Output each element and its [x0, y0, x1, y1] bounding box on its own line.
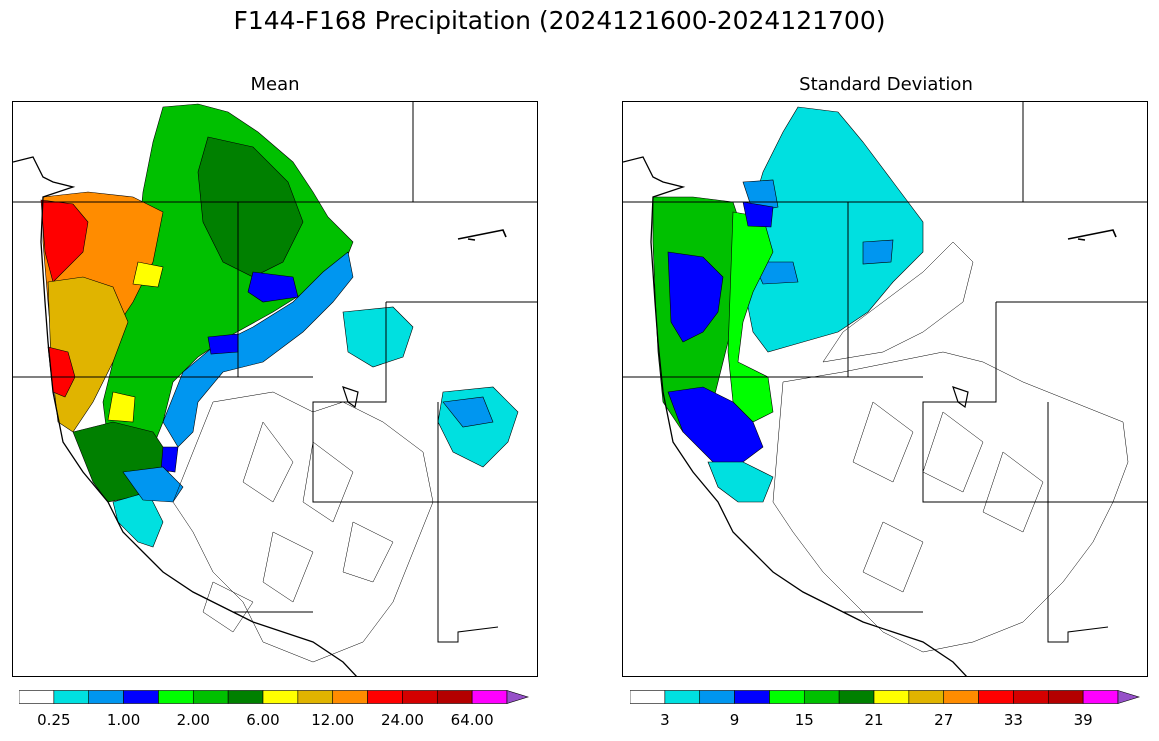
- sd-coastline: [623, 156, 968, 676]
- sd-region-cyan-south: [707, 461, 774, 503]
- sd-basin-outlines: [772, 241, 1129, 653]
- mean-colorbar-swatch: [262, 690, 299, 704]
- mean-region-wa-coast: [40, 199, 89, 283]
- mean-lake-superior: [457, 229, 507, 241]
- sd-region-coast-blue: [667, 201, 774, 468]
- mean-region-yellow: [107, 261, 164, 423]
- sd-borders: [623, 102, 1147, 643]
- sd-colorbar-swatch: [734, 690, 770, 704]
- sd-colorbar-swatch: [699, 690, 735, 704]
- mean-map: [13, 102, 537, 676]
- mean-colorbar-tick-label: 6.00: [246, 711, 280, 729]
- mean-colorbar-swatch: [227, 690, 264, 704]
- mean-colorbar-labels: 0.25 1.00 2.00 6.00 12.00 24.00 64.00: [19, 711, 529, 731]
- sd-colorbar-swatch: [630, 690, 666, 704]
- mean-region-blue-ca: [122, 396, 494, 503]
- sd-colorbar-tick-label: 21: [864, 711, 884, 729]
- mean-panel-title: Mean: [250, 74, 300, 95]
- mean-coastline: [13, 156, 358, 676]
- sd-colorbar-swatch: [1082, 690, 1119, 704]
- sd-colorbar-labels: 3 9 15 21 27 33 39: [630, 711, 1140, 731]
- mean-colorbar: [19, 690, 529, 704]
- sd-region-interior-cyan: [742, 106, 924, 353]
- sd-colorbar-swatch: [978, 690, 1014, 704]
- sd-colorbar-swatch: [664, 690, 701, 704]
- mean-region-idaho-green: [197, 136, 304, 278]
- sd-colorbar-tick-label: 33: [1003, 711, 1023, 729]
- mean-colorbar-swatch: [123, 690, 159, 704]
- sd-colorbar-tick-label: 27: [934, 711, 954, 729]
- sd-region-bright-green: [727, 211, 774, 423]
- sd-panel-title: Standard Deviation: [799, 74, 973, 95]
- sd-colorbar-tick-label: 15: [794, 711, 814, 729]
- mean-map-panel: [12, 101, 538, 677]
- sd-great-salt-lake: [952, 386, 969, 409]
- sd-map-panel: [622, 101, 1148, 677]
- sd-colorbar-swatch: [1117, 690, 1140, 704]
- sd-colorbar-swatch: [873, 690, 910, 704]
- sd-lake-superior: [1067, 229, 1117, 241]
- sd-colorbar: [630, 690, 1140, 704]
- mean-colorbar-swatch: [402, 690, 438, 704]
- sd-colorbar-tick-label: 39: [1073, 711, 1093, 729]
- sd-map: [623, 102, 1147, 676]
- mean-colorbar-swatch: [471, 690, 508, 704]
- mean-colorbar-swatch: [88, 690, 124, 704]
- mean-colorbar-tick-label: 1.00: [106, 711, 141, 729]
- mean-colorbar-swatch: [297, 690, 334, 704]
- sd-colorbar-swatch: [838, 690, 875, 704]
- mean-colorbar-swatch: [332, 690, 368, 704]
- mean-borders: [13, 102, 537, 643]
- sd-colorbar-tick-label: 9: [729, 711, 740, 729]
- mean-colorbar-swatch: [506, 690, 529, 704]
- mean-colorbar-tick-label: 2.00: [176, 711, 210, 729]
- mean-colorbar-swatch: [367, 690, 403, 704]
- mean-basin-outlines: [172, 391, 434, 663]
- mean-great-salt-lake: [342, 386, 359, 409]
- mean-colorbar-swatch: [53, 690, 90, 704]
- sd-colorbar-swatch: [1013, 690, 1049, 704]
- sd-colorbar-swatch: [769, 690, 805, 704]
- mean-colorbar-tick-label: 12.00: [311, 711, 355, 729]
- mean-colorbar-tick-label: 24.00: [380, 711, 424, 729]
- mean-colorbar-swatch: [19, 690, 55, 704]
- sd-colorbar-swatch: [943, 690, 979, 704]
- mean-colorbar-swatch: [158, 690, 194, 704]
- figure-title: F144-F168 Precipitation (2024121600-2024…: [233, 6, 886, 35]
- mean-region-cyan-east: [342, 306, 519, 468]
- mean-colorbar-swatch: [436, 690, 473, 704]
- mean-colorbar-swatch: [192, 690, 229, 704]
- sd-colorbar-swatch: [1047, 690, 1084, 704]
- sd-colorbar-swatch: [803, 690, 840, 704]
- mean-colorbar-tick-label: 0.25: [37, 711, 71, 729]
- sd-colorbar-tick-label: 3: [660, 711, 670, 729]
- sd-colorbar-swatch: [908, 690, 945, 704]
- mean-colorbar-tick-label: 64.00: [450, 711, 494, 729]
